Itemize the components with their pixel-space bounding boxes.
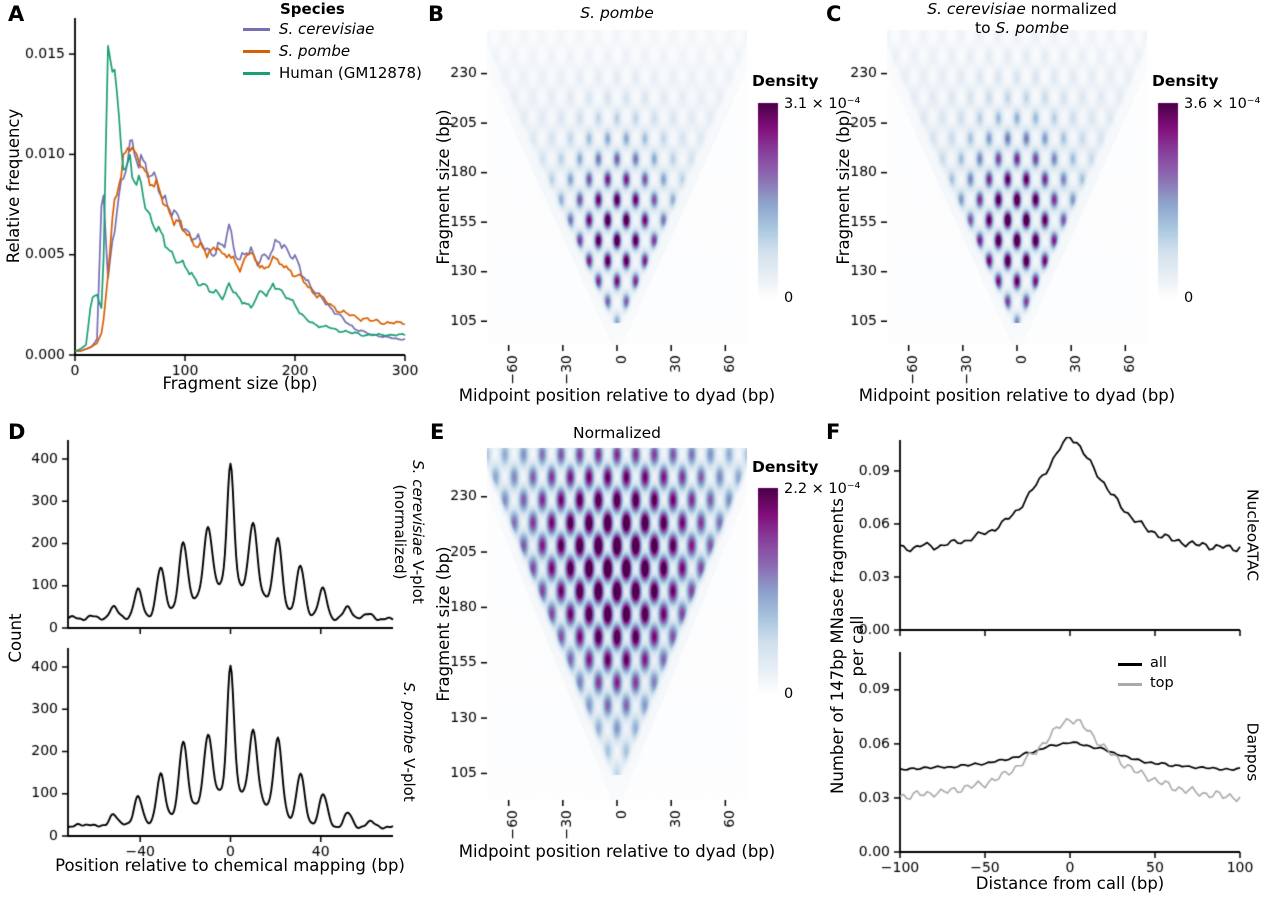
panel-f-y-axis-label: Number of 147bp MNase fragments per call: [828, 498, 868, 794]
vplot-roman2: V-plot: [400, 753, 418, 802]
panel-f-y-axis-label-line2: per call: [848, 615, 867, 677]
legend-label-cerevisiae: S. cerevisiae: [279, 20, 375, 38]
panel-f-top-right-label: NucleoATAC: [1243, 488, 1262, 582]
panel-c-title-species2: S. pombe: [995, 18, 1070, 37]
panel-f-legend: all top: [1118, 654, 1174, 694]
vplot-roman: V-plot: [409, 555, 427, 604]
panel-a-x-axis-label: Fragment size (bp): [162, 374, 318, 393]
human-line-swatch: [243, 71, 270, 75]
panel-b-x-axis-label: Midpoint position relative to dyad (bp): [458, 386, 776, 405]
panel-b-colorbar-max: 3.1 × 10⁻⁴: [784, 96, 861, 112]
vplot-species: S. cerevisiae: [409, 460, 427, 556]
panel-b-colorbar-min: 0: [784, 290, 794, 306]
legend-item-all: all: [1118, 654, 1174, 674]
panel-b-title: S. pombe: [580, 4, 654, 22]
panel-f-x-axis-label: Distance from call (bp): [975, 874, 1165, 893]
vplot-species2: S. pombe: [400, 682, 418, 754]
legend-label-human: Human (GM12878): [279, 64, 422, 82]
panel-f-bottom-right-label: Danpos: [1243, 722, 1262, 782]
panel-e-x-axis-label: Midpoint position relative to dyad (bp): [458, 842, 776, 861]
panel-b-colorbar-title: Density: [752, 72, 819, 90]
panel-c-letter: C: [826, 2, 842, 26]
panel-f-letter: F: [826, 420, 841, 444]
legend-title: Species: [280, 0, 345, 18]
panel-e-colorbar-title: Density: [752, 458, 819, 476]
legend-label-pombe: S. pombe: [279, 42, 351, 60]
panel-c-x-axis-label: Midpoint position relative to dyad (bp): [858, 386, 1176, 405]
pombe-line-swatch: [243, 49, 270, 53]
panel-a-legend: Species S. cerevisiae S. pombe Human (GM…: [243, 0, 422, 84]
panel-c-title-to: to: [975, 18, 996, 37]
panel-c-title-roman: normalized: [1025, 0, 1117, 18]
panel-c-colorbar-max: 3.6 × 10⁻⁴: [1184, 96, 1261, 112]
panel-c-y-axis-label: Fragment size (bp): [834, 109, 854, 265]
panel-c-colorbar-title: Density: [1152, 72, 1219, 90]
legend-item-cerevisiae: S. cerevisiae: [243, 18, 422, 40]
panel-d-x-axis-label: Position relative to chemical mapping (b…: [55, 856, 405, 875]
panel-f-y-axis-label-line1: Number of 147bp MNase fragments: [828, 498, 848, 794]
legend-item-top: top: [1118, 674, 1174, 694]
panel-c-title: S. cerevisiae normalized to S. pombe: [927, 0, 1117, 37]
panel-d-top-right-label: S. cerevisiae V-plot (normalized): [391, 460, 427, 604]
panel-d-top-right-line2: (normalized): [391, 484, 409, 580]
legend-item-pombe: S. pombe: [243, 40, 422, 62]
panel-c-colorbar-min: 0: [1184, 290, 1194, 306]
panel-d-y-axis-label: Count: [6, 613, 26, 663]
top-line-swatch: [1118, 682, 1142, 686]
panel-e-colorbar-max: 2.2 × 10⁻⁴: [784, 481, 861, 497]
panel-b-letter: B: [428, 2, 445, 26]
legend-item-human: Human (GM12878): [243, 62, 422, 84]
panel-c-title-line1: S. cerevisiae normalized: [927, 0, 1117, 19]
panel-c-title-line2: to S. pombe: [927, 19, 1117, 38]
panel-c-title-species: S. cerevisiae: [927, 0, 1026, 18]
panel-e-colorbar-min: 0: [784, 686, 794, 702]
cerevisiae-line-swatch: [243, 27, 270, 31]
legend-label-all: all: [1150, 655, 1167, 672]
panel-d-bottom-right-label: S. pombe V-plot: [400, 682, 418, 801]
panel-e-title: Normalized: [573, 424, 661, 442]
panel-d-letter: D: [8, 420, 26, 444]
panel-e-letter: E: [430, 420, 445, 444]
panel-e-y-axis-label: Fragment size (bp): [434, 546, 454, 702]
panel-a-y-axis-label: Relative frequency: [4, 108, 24, 264]
legend-label-top: top: [1150, 675, 1174, 692]
all-line-swatch: [1118, 662, 1142, 666]
panel-b-y-axis-label: Fragment size (bp): [434, 109, 454, 265]
panel-a-letter: A: [8, 2, 25, 26]
panel-d-top-right-line1: S. cerevisiae V-plot: [409, 460, 427, 604]
